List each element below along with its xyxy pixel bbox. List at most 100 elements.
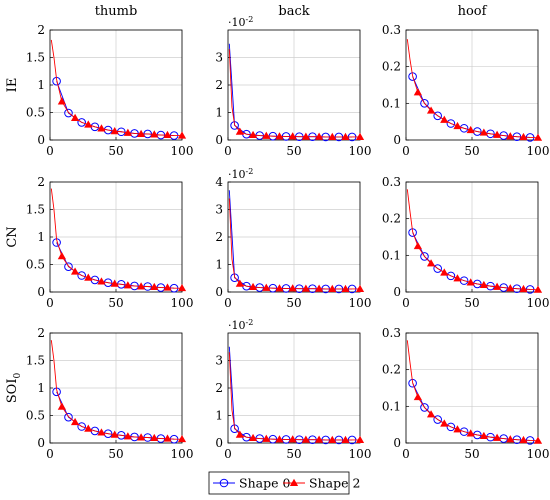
data-point [70,267,80,275]
data-point [123,432,132,440]
data-point [506,435,515,443]
series-shape-2 [406,340,543,444]
data-point [57,252,66,260]
y-tick-label: 1.5 [26,203,45,217]
data-point [136,129,146,137]
data-point [314,284,324,292]
data-point [408,72,417,81]
y-tick-label: 0 [215,285,223,299]
series-shape-2 [406,189,543,293]
data-point [77,118,86,127]
panel-cn-back: 0 50 100 0 1 2 3 4 ·10-2 [215,167,371,310]
x-tick-label: 100 [171,296,194,310]
data-point [150,282,159,291]
data-point [479,280,488,289]
y-tick-label: 0.3 [382,175,401,189]
series-shape-2 [228,49,365,140]
y-tick-label: 0 [215,436,223,450]
data-point [519,132,528,141]
x-tick-label: 100 [349,447,372,461]
x-tick-label: 50 [464,447,479,461]
data-point [97,124,106,132]
x-tick-label: 0 [224,447,232,461]
series-shape-2 [406,39,543,141]
plot-frame [49,181,183,293]
y-tick-label: 4 [215,175,223,189]
y-tick-label: 2 [215,230,223,244]
data-point [466,278,475,286]
x-tick-label: 0 [224,144,232,158]
y-tick-label: 2 [215,381,223,395]
data-point [248,130,258,139]
data-point [453,121,462,130]
data-point [506,132,515,140]
data-point [314,435,324,443]
y-tick-label: 3 [215,203,223,217]
data-point [433,111,442,121]
x-tick-label: 0 [46,144,54,158]
y-tick-label: 1.5 [26,354,45,368]
data-point [440,268,449,276]
y-scale-note: ·10-2 [228,318,253,332]
panel-soi0-thumb: 0 50 100 0 0.5 1 1.5 2 [26,326,194,461]
data-point [70,417,80,426]
data-point [479,128,488,136]
series-line-shape-2 [50,39,182,137]
series-shape-2 [50,188,187,292]
panel-cn-hoof: 0 50 100 0 0.1 0.2 0.3 [382,175,550,310]
y-tick-label: 3 [215,51,223,65]
data-point [150,130,159,138]
series-line-shape-0 [56,80,175,137]
y-tick-label: 0 [393,436,401,450]
series-shape-2 [50,340,187,443]
data-point [123,281,132,289]
x-tick-label: 50 [286,296,301,310]
x-tick-label: 100 [171,144,194,158]
x-tick-label: 0 [224,296,232,310]
y-tick-label: 0.5 [26,258,45,272]
data-point [163,283,172,291]
series-line-shape-2 [406,189,539,291]
series-line-shape-2 [406,39,539,139]
legend-label: Shape 0 [239,476,290,491]
x-tick-label: 100 [171,447,194,461]
data-point [177,283,187,292]
x-tick-label: 50 [108,144,123,158]
data-point [235,430,244,438]
column-title-back: back [278,4,309,19]
legend-swatch-marker [289,478,299,487]
data-point [110,126,119,135]
x-tick-label: 0 [46,447,54,461]
data-point [426,410,436,418]
panel-ie-thumb: 0 50 100 0 0.5 1 1.5 2 [26,23,194,158]
data-point [57,402,66,410]
y-tick-label: 2 [215,78,223,92]
data-point [262,283,271,291]
series-shape-2 [228,352,365,443]
series-line-shape-2 [228,352,360,441]
y-tick-label: 1 [37,381,45,395]
data-point [440,419,449,427]
column-title-hoof: hoof [458,4,488,19]
data-point [328,132,337,140]
y-tick-label: 0 [393,133,401,147]
y-scale-note: ·10-2 [228,167,253,181]
y-tick-label: 0.1 [382,399,401,413]
y-tick-label: 3 [215,354,223,368]
plot-frame [49,29,183,141]
data-point [84,273,93,281]
y-tick-label: 1 [37,230,45,244]
series-shape-0 [228,346,357,445]
data-point [123,128,132,136]
y-tick-label: 0.3 [382,326,401,340]
data-point [262,434,271,442]
data-point [506,284,515,292]
panel-ie-back: 0 50 100 0 1 2 3 ·10-2 [215,15,371,158]
y-tick-label: 0 [37,436,45,450]
data-point [446,422,456,432]
data-point [57,97,66,105]
data-point [77,271,86,280]
data-point [413,392,422,401]
x-tick-label: 0 [46,296,54,310]
